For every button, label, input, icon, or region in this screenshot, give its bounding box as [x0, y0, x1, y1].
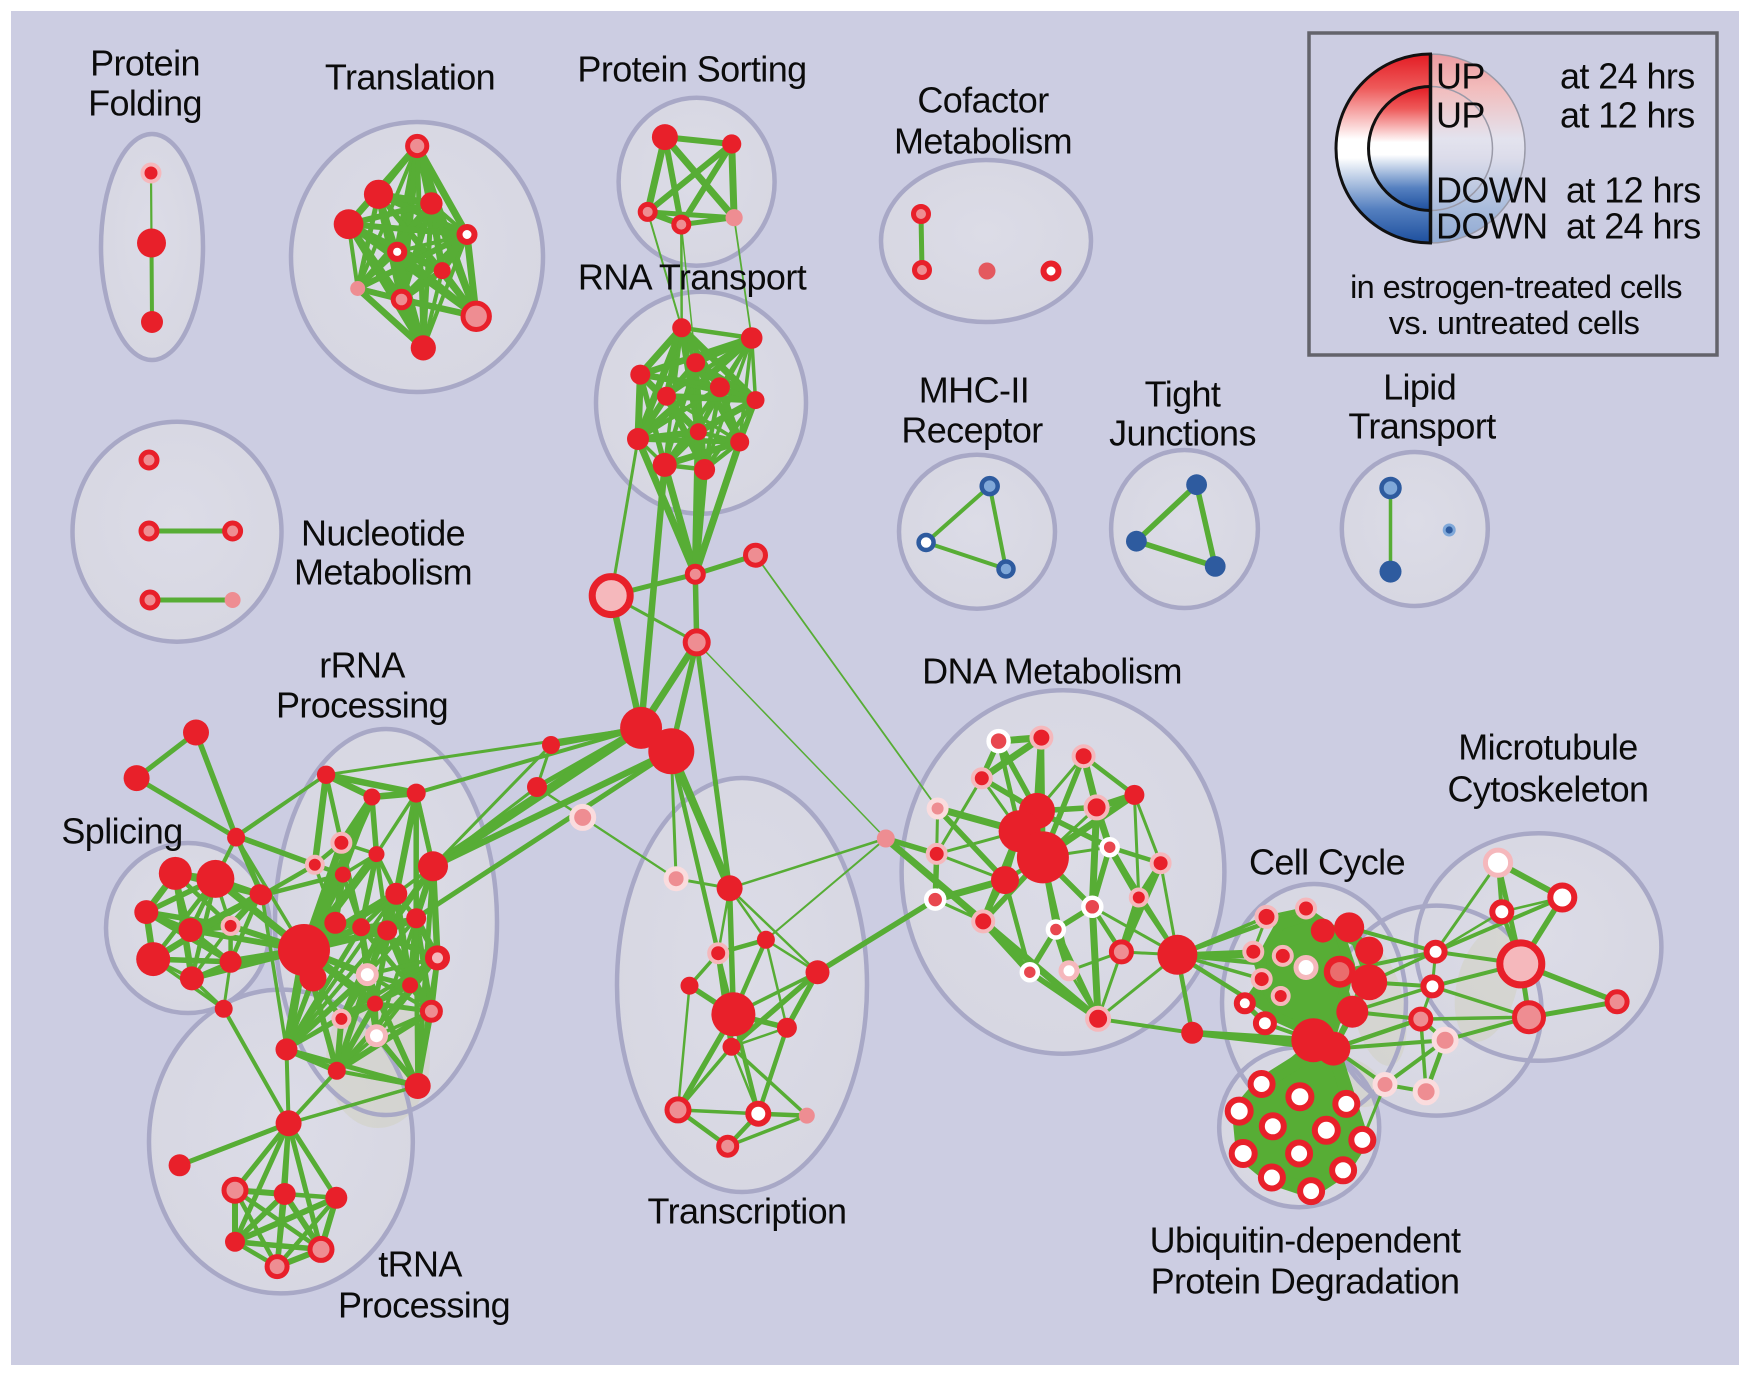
- svg-text:in estrogen-treated cells: in estrogen-treated cells: [1350, 269, 1682, 305]
- svg-text:rRNA: rRNA: [319, 645, 405, 686]
- svg-text:Protein Degradation: Protein Degradation: [1151, 1261, 1460, 1302]
- svg-text:MHC-II: MHC-II: [919, 370, 1029, 411]
- svg-text:Folding: Folding: [88, 83, 202, 124]
- svg-text:at 24 hrs: at 24 hrs: [1560, 56, 1695, 97]
- svg-text:Transport: Transport: [1348, 406, 1496, 447]
- svg-text:Receptor: Receptor: [901, 410, 1043, 451]
- svg-text:Protein: Protein: [90, 43, 200, 84]
- svg-text:Ubiquitin-dependent: Ubiquitin-dependent: [1150, 1220, 1461, 1261]
- svg-text:Processing: Processing: [338, 1285, 510, 1326]
- svg-text:UP: UP: [1436, 56, 1485, 97]
- svg-text:Nucleotide: Nucleotide: [301, 513, 465, 554]
- svg-text:Cell Cycle: Cell Cycle: [1249, 842, 1405, 883]
- svg-text:Transcription: Transcription: [648, 1191, 847, 1232]
- svg-text:Junctions: Junctions: [1109, 413, 1256, 454]
- svg-text:Protein Sorting: Protein Sorting: [577, 49, 806, 90]
- svg-text:Splicing: Splicing: [61, 811, 182, 852]
- svg-text:Microtubule: Microtubule: [1458, 727, 1637, 768]
- svg-text:vs. untreated cells: vs. untreated cells: [1389, 305, 1640, 341]
- svg-text:at 12 hrs: at 12 hrs: [1566, 170, 1701, 211]
- svg-text:Cofactor: Cofactor: [917, 80, 1049, 121]
- svg-text:Tight: Tight: [1145, 374, 1221, 415]
- svg-text:Processing: Processing: [276, 685, 448, 726]
- svg-text:RNA Transport: RNA Transport: [578, 257, 807, 298]
- svg-text:DNA Metabolism: DNA Metabolism: [922, 651, 1182, 692]
- svg-text:UP: UP: [1436, 95, 1485, 136]
- svg-text:at 12 hrs: at 12 hrs: [1560, 95, 1695, 136]
- svg-text:Metabolism: Metabolism: [894, 121, 1072, 162]
- svg-text:Translation: Translation: [325, 57, 495, 98]
- svg-text:at 24 hrs: at 24 hrs: [1566, 206, 1701, 247]
- svg-text:Lipid: Lipid: [1383, 367, 1456, 408]
- svg-text:Cytoskeleton: Cytoskeleton: [1448, 769, 1649, 810]
- svg-text:DOWN: DOWN: [1436, 206, 1548, 247]
- svg-text:Metabolism: Metabolism: [294, 552, 472, 593]
- svg-text:DOWN: DOWN: [1436, 170, 1548, 211]
- svg-text:tRNA: tRNA: [378, 1244, 462, 1285]
